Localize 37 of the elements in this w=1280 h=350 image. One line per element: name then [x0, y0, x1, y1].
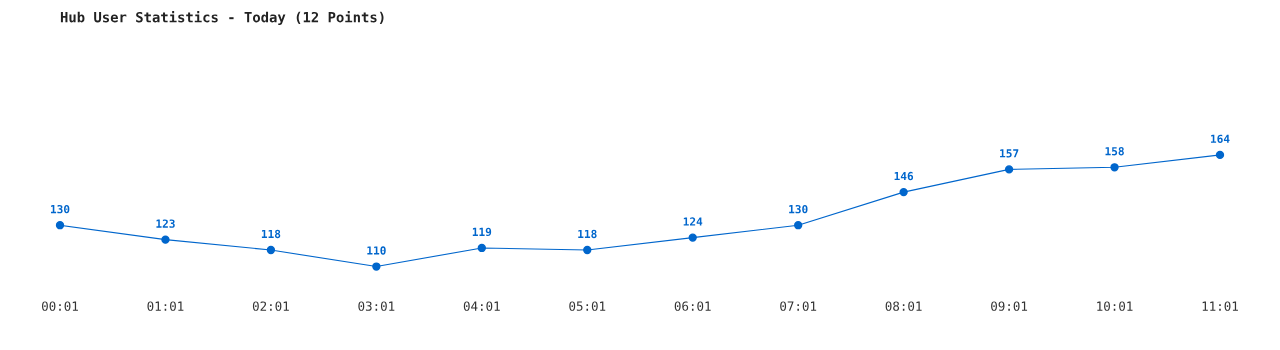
- x-tick-label: 10:01: [1097, 301, 1133, 311]
- point: [1110, 163, 1119, 172]
- point: [899, 187, 908, 197]
- x-tick-label: 00:01: [42, 301, 78, 311]
- data-label: 110: [367, 246, 386, 255]
- x-tick-label: 02:01: [252, 301, 289, 311]
- data-label: 118: [578, 229, 597, 239]
- data-label: 157: [1000, 149, 1019, 158]
- x-tick-label: 03:01: [358, 301, 395, 311]
- point: [583, 245, 592, 255]
- point: [1215, 150, 1225, 160]
- x-tick-label: 11:01: [1202, 301, 1238, 311]
- data-label: 123: [156, 219, 175, 228]
- chart-title: Hub User Statistics - Today (12 Points): [60, 10, 384, 26]
- point: [794, 221, 803, 230]
- data-label: 119: [472, 227, 492, 237]
- x-tick-label: 04:01: [463, 301, 500, 311]
- data-label: 164: [1210, 134, 1230, 144]
- data-label: 146: [894, 171, 914, 181]
- x-tick-label: 09:01: [991, 301, 1028, 311]
- data-label: 118: [261, 229, 281, 239]
- data-label: 130: [789, 204, 808, 214]
- x-tick-label: 06:01: [674, 301, 711, 311]
- data-label: 124: [683, 217, 703, 226]
- data-label: 158: [1105, 147, 1124, 156]
- point: [1004, 165, 1014, 174]
- x-tick-label: 07:01: [780, 301, 817, 311]
- point: [161, 235, 170, 244]
- x-tick-label: 01:01: [147, 301, 184, 311]
- point: [266, 245, 276, 255]
- point: [372, 262, 381, 271]
- data-label: 130: [50, 204, 70, 214]
- point: [55, 221, 65, 230]
- point: [477, 243, 486, 253]
- x-tick-label: 05:01: [569, 301, 606, 311]
- point: [688, 233, 697, 242]
- x-tick-label: 08:01: [885, 301, 922, 311]
